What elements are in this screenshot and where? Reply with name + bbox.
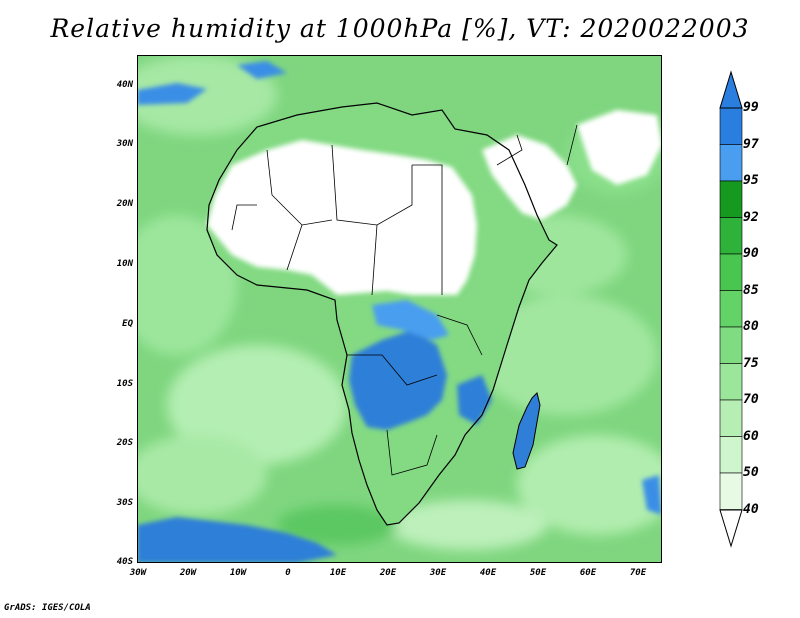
lat-label-10n: 10N [116,259,133,269]
lon-label-70e: 70E [629,568,647,578]
lon-label-50e: 50E [529,568,547,578]
colorbar-cell [719,399,743,437]
colorbar-label-92: 92 [743,210,759,225]
colorbar-label-90: 90 [743,246,759,261]
colorbar-cell [719,363,743,401]
mideast-dry [577,110,662,185]
arabia-dry [482,135,577,220]
lat-label-40s: 40S [116,557,133,567]
colorbar-top-arrow [719,70,743,109]
map-border [137,55,662,563]
colorbar-cell [719,144,743,182]
sahara-dry [207,140,477,295]
lon-label-60e: 60E [579,568,597,578]
lon-label-10e: 10E [329,568,347,578]
mediterranean-humid [237,61,287,79]
colorbar-label-95: 95 [743,173,759,188]
colorbar-cell [719,217,743,255]
northwest-humid [137,83,207,105]
madagascar [513,393,540,469]
colorbar-label-60: 60 [743,429,759,444]
lat-label-30n: 30N [116,139,133,149]
southern-ocean-humid [137,517,337,563]
lat-label-eq: EQ [122,319,133,329]
colorbar-label-80: 80 [743,319,759,334]
colorbar-cell [719,290,743,328]
lon-label-0: 0 [285,568,291,578]
humidity-map [137,55,662,563]
colorbar-cell [719,326,743,364]
colorbar-bottom-arrow [719,509,743,548]
colorbar-cell [719,472,743,510]
grads-credit: GrADS: IGES/COLA [4,603,91,613]
map-title: Relative humidity at 1000hPa [%], VT: 20… [50,14,750,43]
east-humid [642,475,662,515]
colorbar-label-40: 40 [743,502,759,517]
lat-label-30s: 30S [116,498,133,508]
colorbar-cell [719,180,743,218]
lon-label-20w: 20W [179,568,197,578]
lon-label-40e: 40E [479,568,497,578]
map-svg [137,55,662,563]
colorbar-cells [719,107,743,510]
lat-label-20s: 20S [116,438,133,448]
lat-label-20n: 20N [116,199,133,209]
colorbar-label-50: 50 [743,465,759,480]
colorbar-label-97: 97 [743,137,759,152]
lon-label-10w: 10W [229,568,247,578]
lat-label-40n: 40N [116,80,133,90]
lon-label-20e: 20E [379,568,397,578]
africa-coastline [206,102,558,526]
lat-label-10s: 10S [116,379,133,389]
colorbar-label-85: 85 [743,283,759,298]
colorbar-cell [719,436,743,474]
madagascar-coast [512,392,541,470]
colorbar-cell [719,107,743,145]
colorbar-label-70: 70 [743,392,759,407]
colorbar-label-99: 99 [743,100,759,115]
country-borders [231,124,578,476]
colorbar-label-75: 75 [743,356,759,371]
colorbar-cell [719,253,743,291]
lon-label-30e: 30E [429,568,447,578]
colorbar [719,70,743,548]
lon-label-30w: 30W [129,568,147,578]
